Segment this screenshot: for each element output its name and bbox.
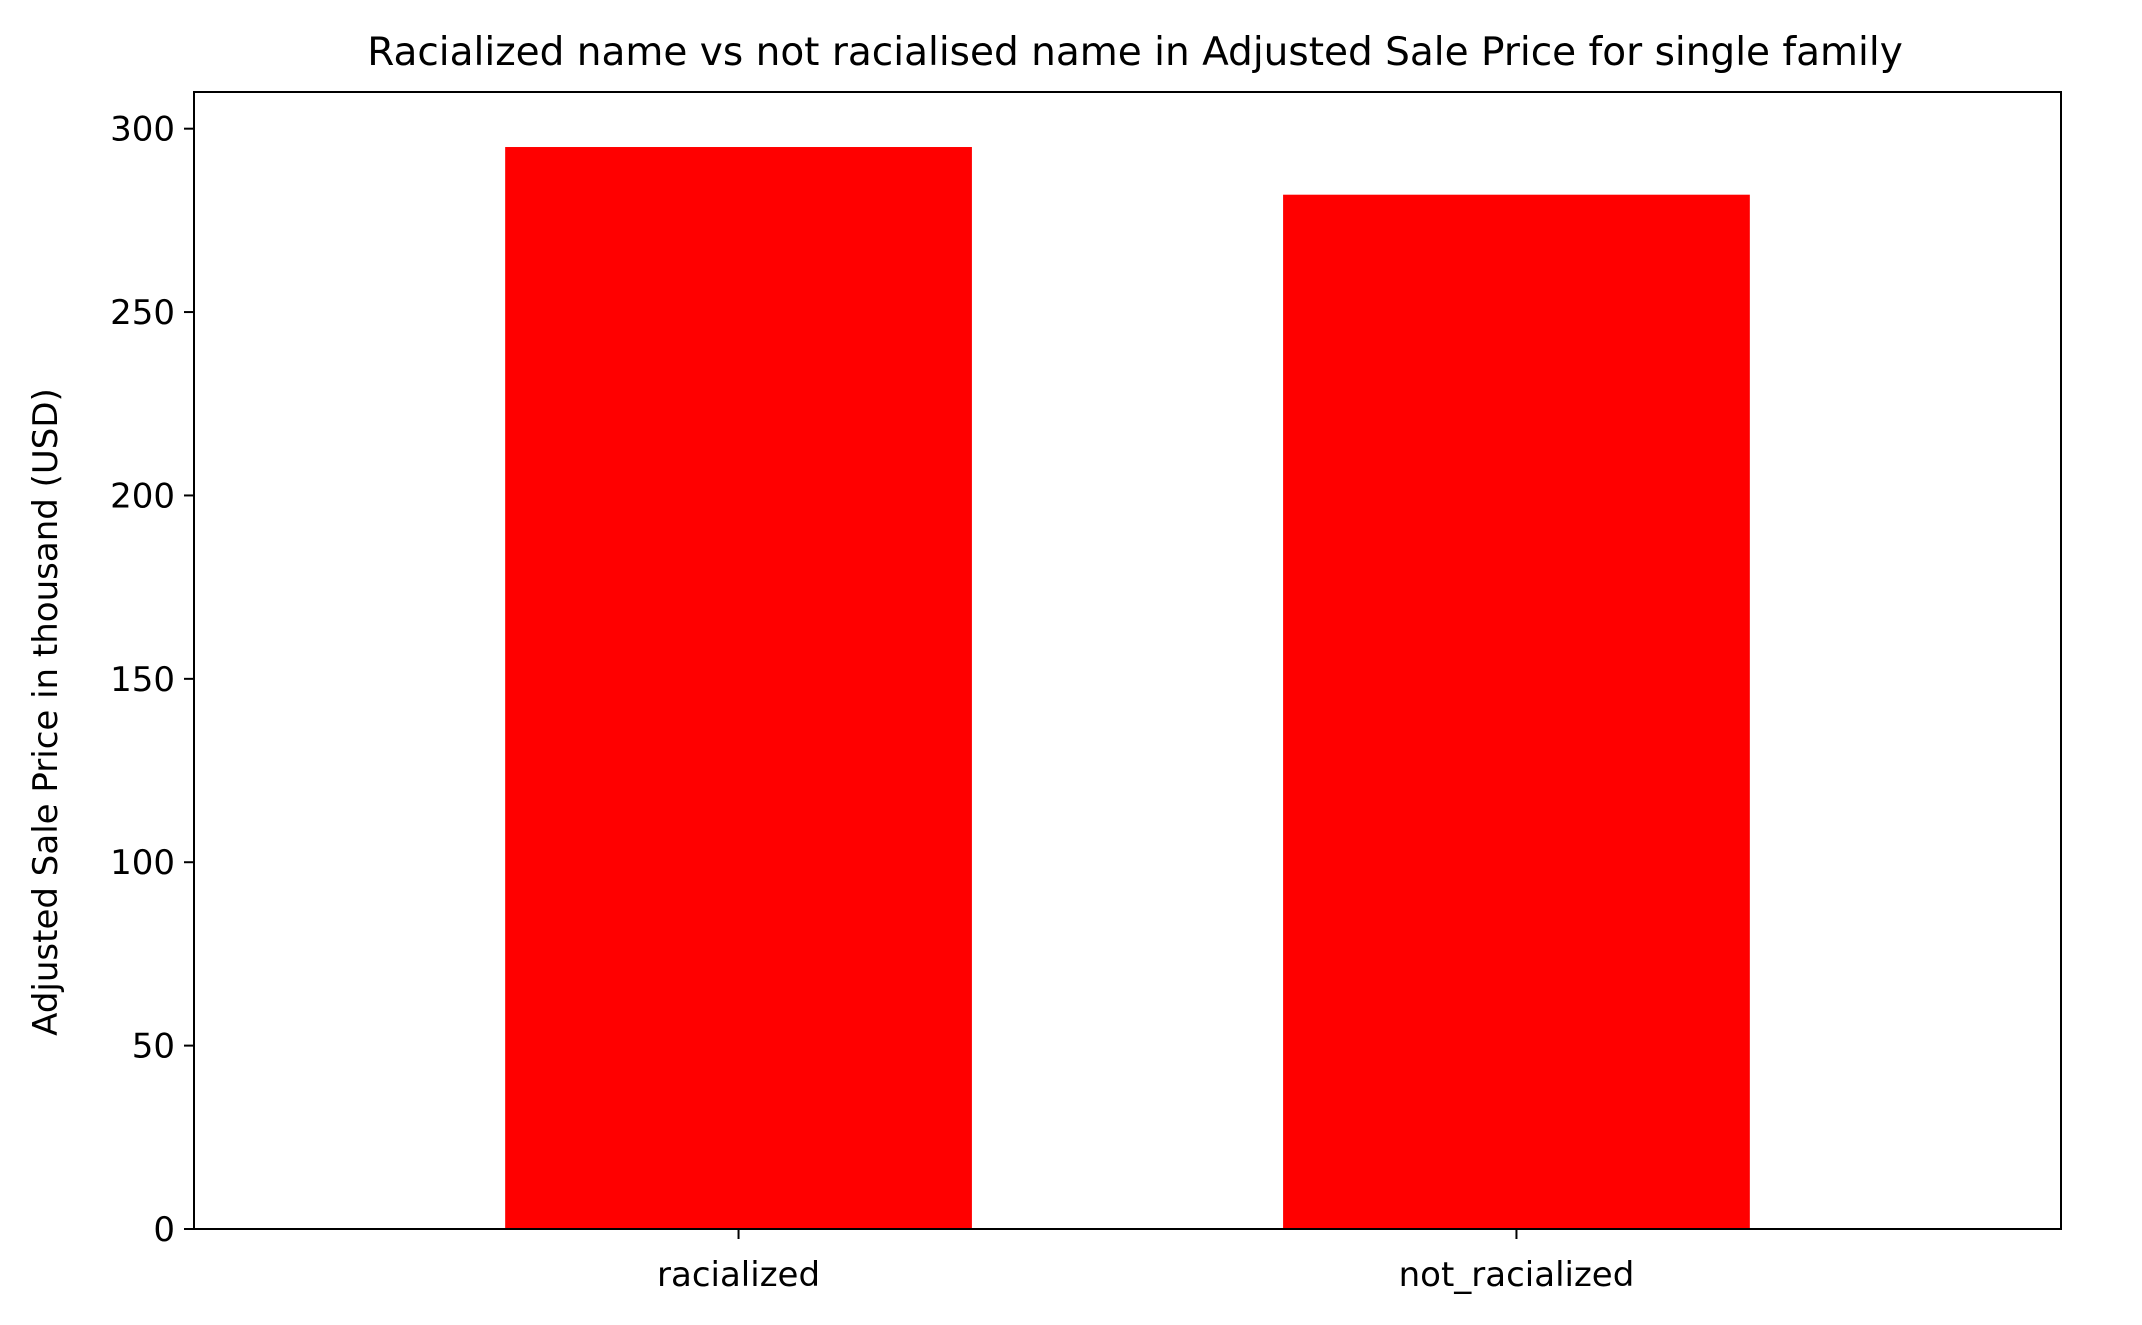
bar-not-racialized <box>1283 194 1750 1229</box>
ticks-layer: racialized not_racialized 0 50 100 150 200 250 3… <box>110 110 1634 1295</box>
y-tick-label: 0 <box>153 1210 175 1250</box>
y-tick-label: 50 <box>132 1027 175 1067</box>
y-tick-label: 250 <box>110 293 175 333</box>
axes-layer <box>193 91 2062 1230</box>
chart-title: Racialized name vs not racialised name i… <box>367 30 1903 75</box>
bar-racialized <box>505 147 972 1230</box>
plot-frame <box>193 91 2062 1230</box>
y-axis-label: Adjusted Sale Price in thousand (USD) <box>26 388 66 1036</box>
x-tick-label: not_racialized <box>1399 1255 1635 1295</box>
y-tick-label: 150 <box>110 660 175 700</box>
y-tick-label: 200 <box>110 476 175 516</box>
x-tick-label: racialized <box>657 1255 820 1295</box>
bars-layer <box>505 147 1750 1230</box>
y-tick-label: 300 <box>110 110 175 150</box>
y-tick-label: 100 <box>110 843 175 883</box>
